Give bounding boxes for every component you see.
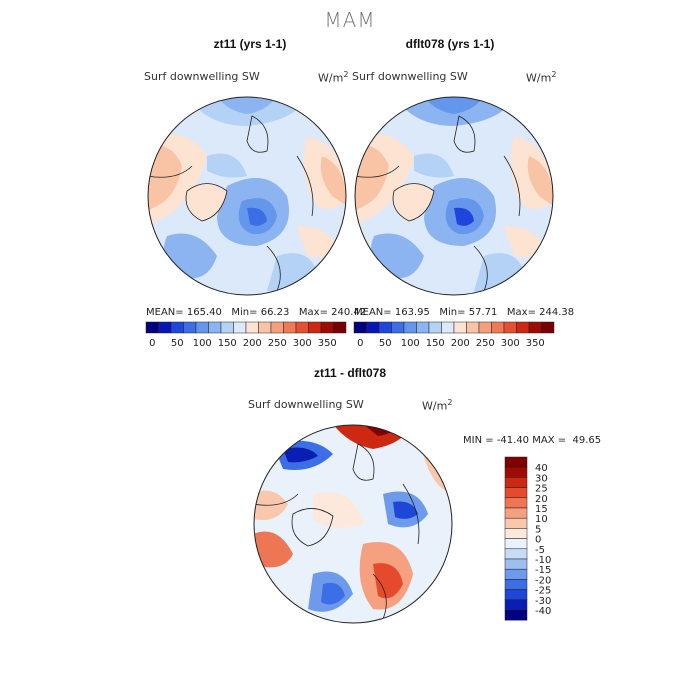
colorbar-tick-label: 25 xyxy=(535,484,548,495)
colorbar-swatch xyxy=(504,507,528,519)
colorbar-swatch xyxy=(258,321,272,334)
panel2-colorbar: 0 50 100 150 200 250 300 350 xyxy=(353,321,555,349)
colorbar-swatch xyxy=(504,497,528,509)
colorbar-tick-label: 5 xyxy=(535,524,541,535)
colorbar-tick-label: 40 xyxy=(535,463,548,474)
colorbar-swatch xyxy=(220,321,234,334)
colorbar-tick-label: 30 xyxy=(535,473,548,484)
colorbar-swatch xyxy=(403,321,417,334)
colorbar-swatch xyxy=(504,548,528,560)
colorbar-swatch xyxy=(516,321,530,334)
diff-title: zt11 - dflt078 xyxy=(313,366,387,380)
panel1-polar-map xyxy=(147,96,347,296)
colorbar-swatch xyxy=(233,321,247,334)
colorbar-swatch xyxy=(504,538,528,550)
colorbar-tick-label: 15 xyxy=(535,504,548,515)
colorbar-tick-label: 0 xyxy=(535,535,541,546)
colorbar-tick-label: 150 xyxy=(426,338,445,349)
colorbar-swatch xyxy=(541,321,555,334)
colorbar-tick-label: -20 xyxy=(535,575,551,586)
colorbar-tick-label: 300 xyxy=(293,338,312,349)
colorbar-tick-label: 10 xyxy=(535,514,548,525)
colorbar-swatch xyxy=(504,609,528,621)
colorbar-swatch xyxy=(504,589,528,601)
colorbar-swatch xyxy=(491,321,505,334)
colorbar-swatch xyxy=(504,599,528,611)
colorbar-swatch xyxy=(504,456,528,468)
colorbar-swatch xyxy=(504,466,528,478)
colorbar-tick-label: 50 xyxy=(171,338,184,349)
colorbar-swatch xyxy=(416,321,430,334)
page-title: MAM xyxy=(324,8,376,32)
colorbar-tick-label: 0 xyxy=(357,338,363,349)
colorbar-swatch xyxy=(504,487,528,499)
panel1-colorbar: 0 50 100 150 200 250 300 350 xyxy=(145,321,347,349)
colorbar-swatch xyxy=(428,321,442,334)
colorbar-swatch xyxy=(195,321,209,334)
panel2-stats: MEAN= 163.95 Min= 57.71 Max= 244.38 xyxy=(354,307,575,318)
colorbar-tick-label: 50 xyxy=(379,338,392,349)
colorbar-swatch xyxy=(170,321,184,334)
colorbar-swatch xyxy=(333,321,347,334)
colorbar-swatch xyxy=(353,321,367,334)
panel2-variable: Surf downwelling SW xyxy=(352,70,468,83)
colorbar-tick-label: 250 xyxy=(268,338,287,349)
colorbar-swatch xyxy=(528,321,542,334)
colorbar-swatch xyxy=(441,321,455,334)
colorbar-tick-label: 0 xyxy=(149,338,155,349)
colorbar-swatch xyxy=(504,517,528,529)
colorbar-swatch xyxy=(320,321,334,334)
colorbar-swatch xyxy=(504,579,528,590)
colorbar-tick-label: 350 xyxy=(526,338,545,349)
colorbar-tick-label: -10 xyxy=(535,555,551,566)
colorbar-tick-label: 250 xyxy=(476,338,495,349)
diff-units: W/m2 xyxy=(422,398,453,413)
colorbar-tick-label: 350 xyxy=(318,338,337,349)
panel2-polar-map xyxy=(354,96,554,296)
colorbar-swatch xyxy=(145,321,159,334)
panel2-units: W/m2 xyxy=(526,70,557,85)
colorbar-swatch xyxy=(158,321,172,334)
colorbar-swatch xyxy=(391,321,405,334)
colorbar-tick-label: 100 xyxy=(401,338,420,349)
colorbar-tick-label: -15 xyxy=(535,565,551,576)
colorbar-swatch xyxy=(366,321,380,334)
colorbar-swatch xyxy=(466,321,480,334)
colorbar-tick-label: -5 xyxy=(535,545,545,556)
colorbar-swatch xyxy=(504,558,528,570)
colorbar-swatch xyxy=(270,321,284,334)
colorbar-tick-label: 20 xyxy=(535,494,548,505)
colorbar-tick-label: -25 xyxy=(535,586,551,597)
colorbar-swatch xyxy=(503,321,517,334)
colorbar-tick-label: 200 xyxy=(451,338,470,349)
colorbar-tick-label: 150 xyxy=(218,338,237,349)
panel1-variable: Surf downwelling SW xyxy=(144,70,260,83)
colorbar-tick-label: 100 xyxy=(193,338,212,349)
colorbar-tick-label: 300 xyxy=(501,338,520,349)
colorbar-swatch xyxy=(478,321,492,334)
diff-variable: Surf downwelling SW xyxy=(248,398,364,411)
diff-polar-map xyxy=(253,424,453,624)
diff-min-max: MIN = -41.40 MAX = 49.65 xyxy=(463,435,602,446)
panel1-units: W/m2 xyxy=(318,70,349,85)
panel2-title: dflt078 (yrs 1-1) xyxy=(405,37,495,51)
panel1-stats: MEAN= 165.40 Min= 66.23 Max= 240.42 xyxy=(146,307,367,318)
colorbar-swatch xyxy=(295,321,309,334)
colorbar-swatch xyxy=(245,321,259,334)
colorbar-swatch xyxy=(504,528,528,539)
colorbar-tick-label: -30 xyxy=(535,596,551,607)
colorbar-swatch xyxy=(183,321,197,334)
colorbar-tick-label: 200 xyxy=(243,338,262,349)
colorbar-swatch xyxy=(308,321,322,334)
colorbar-swatch xyxy=(504,477,528,488)
colorbar-swatch xyxy=(208,321,222,334)
colorbar-swatch xyxy=(504,568,528,580)
colorbar-swatch xyxy=(453,321,467,334)
colorbar-swatch xyxy=(283,321,297,334)
panel1-title: zt11 (yrs 1-1) xyxy=(213,37,287,51)
colorbar-tick-label: -40 xyxy=(535,606,551,617)
colorbar-swatch xyxy=(378,321,392,334)
